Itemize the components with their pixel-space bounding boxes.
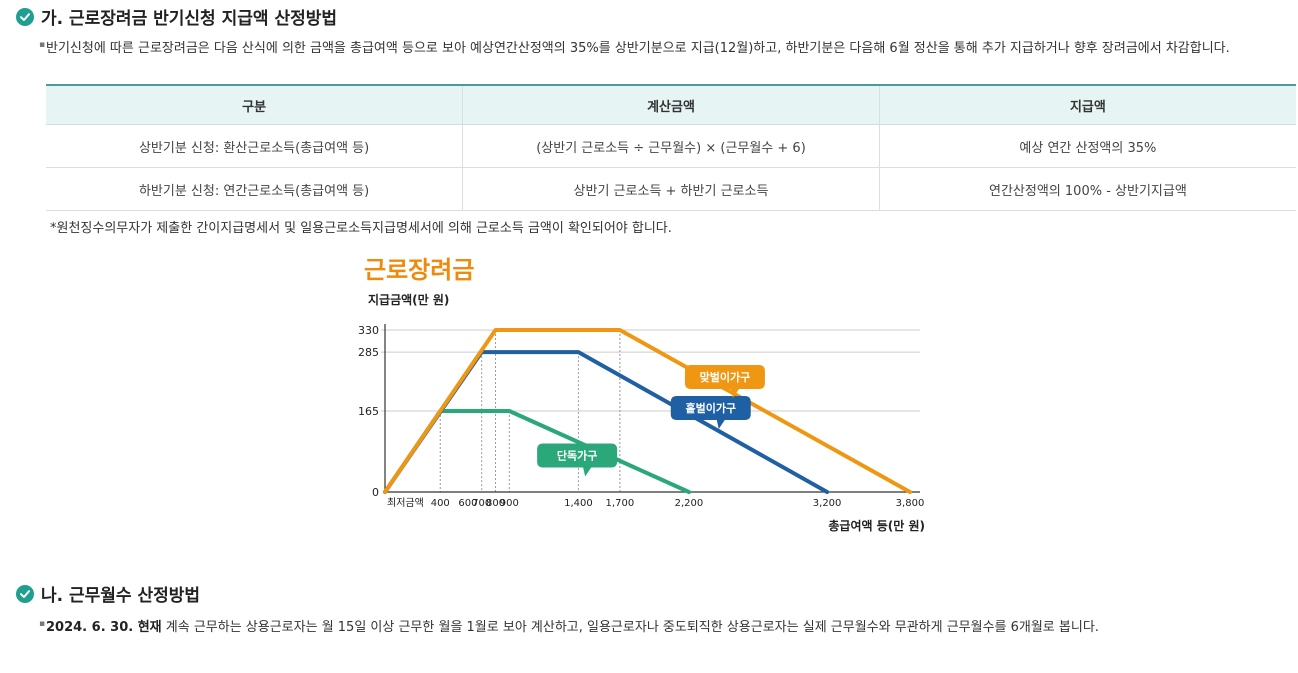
x-tick-label: 최저금액 bbox=[387, 497, 424, 509]
x-tick-label: 3,800 bbox=[896, 498, 925, 509]
section1-description-text: 반기신청에 따른 근로장려금은 다음 산식에 의한 금액을 총급여액 등으로 보… bbox=[46, 41, 1230, 56]
section2-description: ▪ 2024. 6. 30. 현재 계속 근무하는 상용근로자는 월 15일 이… bbox=[39, 618, 1281, 637]
section-title-1: 가. 근로장려금 반기신청 지급액 산정방법 bbox=[41, 9, 338, 29]
x-tick-label: 600 bbox=[458, 498, 477, 509]
y-tick-label: 165 bbox=[358, 405, 379, 418]
section2-description-text: 계속 근무하는 상용근로자는 월 15일 이상 근무한 월을 1월로 보아 계산… bbox=[161, 620, 1099, 635]
series-callout bbox=[670, 396, 751, 430]
verification-note: *원천징수의무자가 제출한 간이지급명세서 및 일용근로소득지급명세서에 의해 … bbox=[50, 221, 672, 236]
table-cell: 상반기 근로소득 + 하반기 근로소득 bbox=[462, 167, 880, 211]
y-tick-label: 330 bbox=[358, 324, 379, 337]
section-title-2: 나. 근무월수 산정방법 bbox=[41, 586, 201, 606]
section-heading-2: 나. 근무월수 산정방법 bbox=[16, 581, 200, 606]
check-circle-icon bbox=[16, 584, 34, 603]
table-cell: 예상 연간 산정액의 35% bbox=[878, 124, 1296, 168]
x-tick-label: 1,700 bbox=[606, 498, 635, 509]
table-row: 상반기분 신청: 환산근로소득(총급여액 등) (상반기 근로소득 ÷ 근무월수… bbox=[46, 124, 1296, 168]
chart-title: 근로장려금 bbox=[364, 256, 474, 284]
table-cell: 연간산정액의 100% - 상반기지급액 bbox=[878, 167, 1296, 211]
bullet-dot: ▪ bbox=[39, 40, 46, 50]
series-callout bbox=[537, 443, 618, 477]
table-header: 구분 bbox=[46, 84, 463, 125]
y-axis-label: 지급금액(만 원) bbox=[368, 292, 449, 307]
table-row: 하반기분 신청: 연간근로소득(총급여액 등) 상반기 근로소득 + 하반기 근… bbox=[46, 167, 1296, 211]
table-header-row: 구분 계산금액 지급액 bbox=[46, 84, 1296, 125]
incentive-chart: 근로장려금 지급금액(만 원) 총급여액 등(만 원) 0 165 285 330 최저… bbox=[358, 256, 925, 533]
x-tick-label: 2,200 bbox=[675, 498, 704, 509]
series-label: 단독가구 bbox=[557, 449, 597, 463]
series-label: 홑벌이가구 bbox=[685, 401, 736, 415]
x-tick-label: 800 bbox=[486, 498, 505, 509]
x-tick-label: 1,400 bbox=[564, 498, 593, 509]
table-cell: 상반기분 신청: 환산근로소득(총급여액 등) bbox=[46, 124, 463, 168]
check-circle-icon bbox=[16, 7, 34, 26]
x-tick-label: 3,200 bbox=[813, 498, 842, 509]
table-cell: 하반기분 신청: 연간근로소득(총급여액 등) bbox=[46, 167, 463, 211]
x-tick-label: 400 bbox=[431, 498, 450, 509]
x-axis-label: 총급여액 등(만 원) bbox=[828, 518, 925, 533]
table-header: 계산금액 bbox=[462, 84, 880, 125]
series-callout bbox=[684, 365, 765, 398]
table-cell: (상반기 근로소득 ÷ 근무월수) × (근무월수 + 6) bbox=[462, 124, 880, 168]
x-tick-label: 700 bbox=[472, 498, 491, 509]
section-heading-1: 가. 근로장려금 반기신청 지급액 산정방법 bbox=[16, 4, 337, 29]
series-label: 맞벌이가구 bbox=[700, 370, 751, 384]
table-header: 지급액 bbox=[878, 84, 1296, 125]
y-tick-label: 0 bbox=[372, 486, 379, 499]
reference-date: 2024. 6. 30. 현재 bbox=[46, 620, 162, 635]
calculation-table: 구분 계산금액 지급액 상반기분 신청: 환산근로소득(총급여액 등) (상반기… bbox=[46, 84, 1296, 211]
x-tick-label: 900 bbox=[500, 498, 519, 509]
y-tick-label: 285 bbox=[358, 346, 379, 359]
series-line bbox=[383, 328, 912, 494]
bullet-dot: ▪ bbox=[39, 619, 46, 629]
section1-description: ▪ 반기신청에 따른 근로장려금은 다음 산식에 의한 금액을 총급여액 등으로… bbox=[39, 39, 1281, 58]
